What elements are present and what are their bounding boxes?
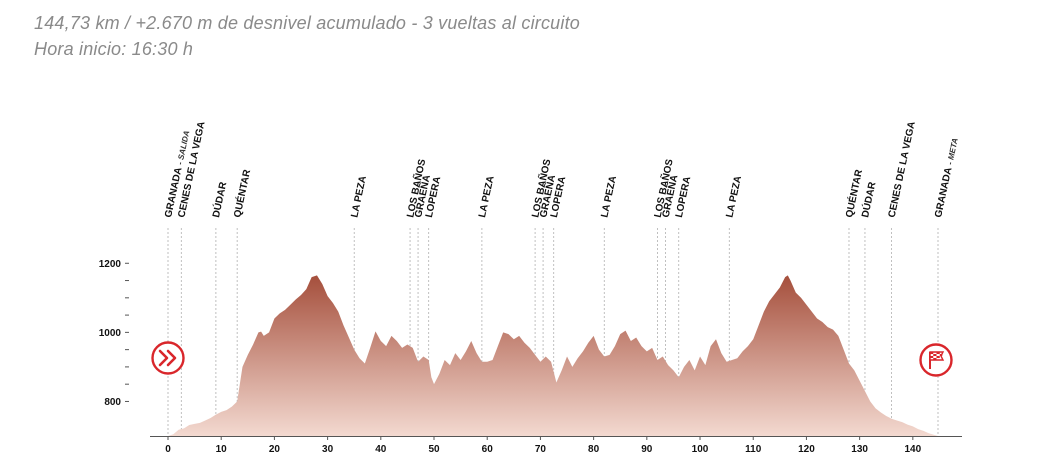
x-tick-label: 120 — [798, 444, 815, 455]
location-label: CENES DE LA VEGA — [887, 120, 918, 218]
checkered-flag-icon — [919, 343, 953, 377]
x-tick-label: 70 — [535, 444, 547, 455]
y-tick-label: 1000 — [99, 328, 122, 339]
axes: 0 10 20 30 40 50 60 70 80 90 100 110 120 130 140 800 100… — [99, 259, 962, 455]
location-label: LA PEZA — [349, 175, 369, 219]
x-tick-label: 130 — [851, 444, 868, 455]
elevation-area — [168, 275, 938, 436]
x-tick-label: 100 — [692, 444, 709, 455]
x-tick-label: 90 — [641, 444, 653, 455]
location-label: GRANADA- META — [933, 137, 961, 219]
x-tick-label: 50 — [428, 444, 440, 455]
x-tick-label: 40 — [375, 444, 387, 455]
x-tick-label: 0 — [165, 444, 171, 455]
location-label: LA PEZA — [724, 175, 744, 219]
x-tick-label: 10 — [216, 444, 228, 455]
x-tick-label: 140 — [904, 444, 921, 455]
location-label: QUÉNTAR — [230, 168, 253, 219]
start-time-text: Hora inicio: 16:30 h — [34, 39, 194, 59]
x-tick-label: 80 — [588, 444, 600, 455]
x-tick-label: 20 — [269, 444, 281, 455]
distance-elevation-text: 144,73 km / +2.670 m de desnivel acumula… — [34, 13, 580, 33]
location-label: LA PEZA — [477, 175, 497, 219]
double-chevron-right-icon — [151, 341, 185, 375]
location-label: LA PEZA — [599, 175, 619, 219]
y-tick-label: 1200 — [99, 259, 122, 270]
y-tick-label: 800 — [104, 397, 121, 408]
location-label: DÚDAR — [209, 180, 229, 219]
x-tick-label: 60 — [482, 444, 494, 455]
x-tick-label: 30 — [322, 444, 334, 455]
race-summary: 144,73 km / +2.670 m de desnivel acumula… — [34, 10, 580, 62]
x-tick-label: 110 — [745, 444, 762, 455]
